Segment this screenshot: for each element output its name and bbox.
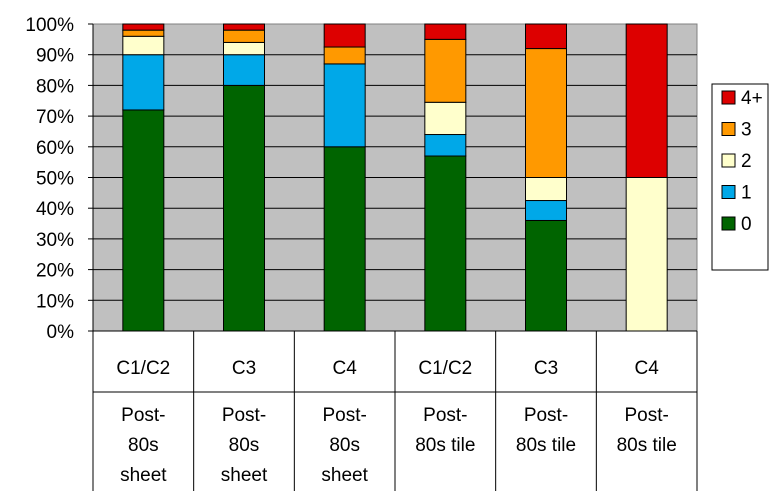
category-group-label: Post- (624, 405, 668, 426)
bars (122, 23, 668, 332)
y-axis: 0% 10% 20% 30% 40% 50% 60% 70% 80% 90% 100% (25, 15, 94, 343)
legend-swatch-4plus (721, 90, 736, 105)
bar-segment-1-1 (122, 54, 165, 111)
y-tick-label: 100% (25, 15, 74, 36)
y-tick-label: 80% (36, 76, 74, 97)
bar-segment-1-4 (424, 134, 467, 157)
y-tick-label: 40% (36, 199, 74, 220)
category-group-label: Post- (121, 405, 165, 426)
category-label: C1/C2 (116, 358, 170, 379)
category-group-label: 80s tile (516, 435, 576, 456)
bar-segment-3-3 (323, 46, 366, 65)
bar-segment-4plus-2 (223, 23, 265, 31)
bar-segment-0-3 (323, 146, 366, 332)
category-label: C3 (232, 358, 256, 379)
y-tick-label: 60% (36, 138, 74, 159)
legend-label: 1 (741, 183, 752, 204)
legend-swatch-0 (721, 216, 736, 231)
bar-segment-4plus-1 (122, 23, 165, 31)
bar-segment-2-5 (525, 177, 567, 202)
y-tick-label: 20% (36, 261, 74, 282)
category-group-label: sheet (221, 465, 268, 486)
category-label: C1/C2 (418, 358, 472, 379)
legend: 4+ 3 2 1 0 (711, 83, 769, 271)
y-tick-label: 90% (36, 46, 74, 67)
y-tick-label: 0% (47, 322, 75, 343)
bar-segment-2-2 (223, 41, 265, 56)
y-tick-label: 10% (36, 291, 74, 312)
gridlines (93, 54, 697, 301)
bar-segment-0-5 (525, 219, 567, 332)
bar-segment-4plus-5 (525, 23, 567, 50)
legend-box (711, 83, 769, 271)
legend-label: 4+ (741, 88, 763, 109)
category-group-label: 80s tile (617, 435, 677, 456)
y-tick-label: 70% (36, 107, 74, 128)
bar-segment-4plus-3 (323, 23, 366, 48)
bar-segment-4plus-4 (424, 23, 467, 40)
bar-segment-0-2 (223, 84, 265, 332)
legend-label: 2 (741, 151, 752, 172)
category-group-label: 80s (128, 435, 159, 456)
y-tick-label: 30% (36, 230, 74, 251)
bar-segment-3-1 (122, 29, 165, 37)
legend-label: 0 (741, 214, 752, 235)
legend-label: 3 (741, 120, 752, 141)
y-tick-label: 50% (36, 169, 74, 190)
bar-segment-2-6 (625, 177, 668, 332)
bar-segment-0-1 (122, 109, 165, 332)
category-label: C4 (635, 358, 660, 379)
category-group-label: Post- (222, 405, 266, 426)
bar-segment-3-4 (424, 38, 467, 103)
category-group-label: Post- (322, 405, 366, 426)
category-group-label: Post- (524, 405, 568, 426)
bar-segment-2-4 (424, 101, 467, 136)
legend-swatch-2 (721, 153, 736, 168)
category-group-label: Post- (423, 405, 467, 426)
legend-swatch-1 (721, 185, 736, 199)
category-group-label: sheet (120, 465, 167, 486)
category-label: C3 (534, 358, 558, 379)
category-group-label: sheet (321, 465, 368, 486)
category-label: C4 (333, 358, 358, 379)
bar-segment-3-2 (223, 29, 265, 43)
category-group-label: 80s tile (415, 435, 475, 456)
x-axis-table: C1/C2 Post- 80s sheet C3 Post- 80s sheet C4 Post-… (92, 330, 698, 491)
bar-segment-1-3 (323, 63, 366, 148)
legend-swatch-3 (721, 122, 736, 136)
bar-segment-1-2 (223, 54, 265, 86)
category-group-label: 80s (329, 435, 360, 456)
bar-segment-2-1 (122, 35, 165, 56)
category-group-label: 80s (229, 435, 260, 456)
bar-segment-0-4 (424, 155, 467, 332)
bar-segment-1-5 (525, 200, 567, 221)
bar-segment-3-5 (525, 48, 567, 179)
bar-segment-4plus-6 (625, 23, 668, 178)
